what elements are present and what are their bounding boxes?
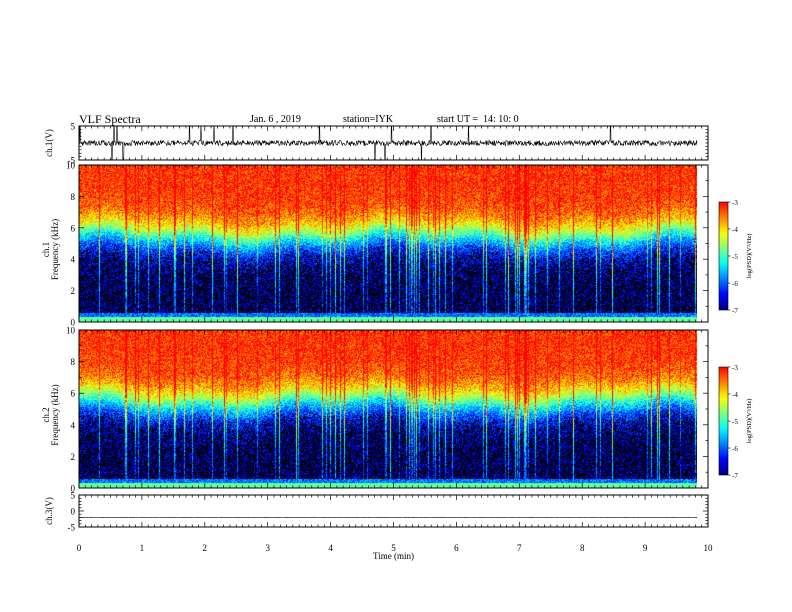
y-axis-label-frequency: Frequency (kHz) [50,219,60,280]
y-tick-label: 2 [71,286,76,296]
colorbar-tick-label: -5 [732,418,738,426]
x-tick-label: 8 [580,543,585,553]
y-tick-label: 4 [71,420,76,430]
y-tick-label: 0 [71,507,76,517]
x-axis-label: Time (min) [373,551,414,561]
y-tick-label: 5 [71,122,76,132]
x-tick-label: 7 [517,543,522,553]
colorbar-2 [718,366,729,476]
x-tick-label: 5 [391,543,396,553]
y-tick-label: -5 [68,523,76,533]
y-tick-label: 6 [71,223,76,233]
colorbar-label: log(PSD)(V²/Hz) [746,234,753,279]
ch1-spectrogram [79,165,697,322]
colorbar-tick-label: -4 [732,391,738,399]
colorbar-tick-label: -7 [732,472,738,480]
colorbar-tick-label: -7 [732,307,738,315]
y-tick-label: 0 [71,318,76,328]
y-axis-label: ch.1(V) [44,129,54,157]
colorbar-1 [718,201,729,311]
colorbar-tick-label: -6 [732,280,738,288]
y-tick-label: 8 [71,357,76,367]
ch2-spectrogram [79,330,697,488]
date-label: Jan. 6 , 2019 [250,114,301,125]
start-ut-label: start UT = 14: 10: 0 [437,114,519,125]
colorbar-tick-label: -3 [732,199,738,207]
ch1-waveform [79,126,698,160]
figure-title: VLF Spectra [79,112,141,126]
colorbar-tick-label: -5 [732,253,738,261]
x-tick-label: 0 [77,543,82,553]
y-axis-label: ch.3(V) [44,497,54,525]
y-tick-label: -5 [68,156,76,166]
x-tick-label: 3 [265,543,270,553]
y-axis-label-frequency: Frequency (kHz) [50,384,60,445]
x-tick-label: 9 [643,543,648,553]
x-tick-label: 6 [454,543,459,553]
y-tick-label: 2 [71,452,76,462]
colorbar-tick-label: -4 [732,226,738,234]
y-tick-label: 10 [66,161,76,171]
y-tick-label: 5 [71,491,76,501]
y-axis-label-channel: ch.2 [41,407,51,422]
x-tick-label: 2 [203,543,208,553]
y-tick-label: 6 [71,389,76,399]
station-label: station=IYK [343,114,394,125]
colorbar-label: log(PSD)(V²/Hz) [746,399,753,444]
y-tick-label: 8 [71,192,76,202]
y-axis-label-channel: ch.1 [41,242,51,257]
colorbar-tick-label: -6 [732,445,738,453]
y-tick-label: 10 [66,326,76,336]
colorbar-tick-label: -3 [732,364,738,372]
y-tick-label: 4 [71,255,76,265]
x-tick-label: 10 [704,543,714,553]
x-tick-label: 4 [328,543,333,553]
x-tick-label: 1 [140,543,145,553]
y-tick-label: 0 [71,484,76,494]
